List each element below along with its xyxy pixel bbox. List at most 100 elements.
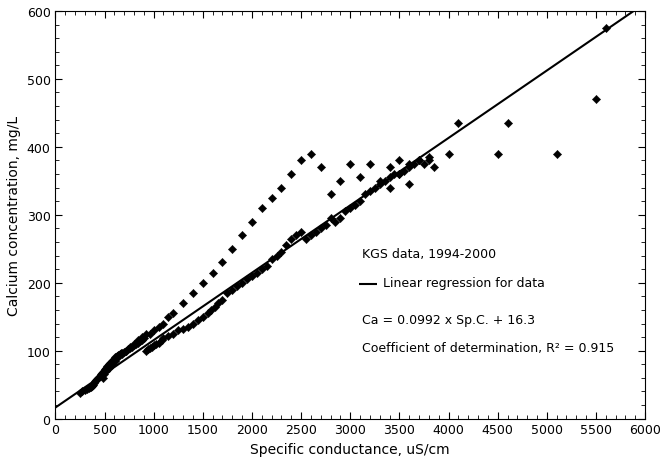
Point: [140, 347, 151, 355]
Point: [394, 171, 405, 178]
Point: [173, 327, 184, 334]
Point: [100, 365, 111, 373]
Point: [129, 340, 140, 348]
Point: [502, 120, 513, 127]
Point: [148, 327, 159, 334]
Point: [132, 339, 143, 346]
Point: [81, 385, 92, 393]
Point: [103, 362, 114, 369]
Point: [321, 222, 331, 229]
Point: [246, 219, 257, 226]
Point: [212, 300, 223, 307]
Point: [305, 232, 316, 239]
Point: [136, 337, 147, 344]
Point: [132, 337, 143, 344]
Point: [209, 303, 220, 311]
Point: [205, 307, 216, 314]
Point: [86, 383, 96, 391]
Point: [125, 344, 136, 352]
Point: [98, 371, 109, 378]
Point: [110, 357, 121, 365]
Point: [325, 191, 336, 199]
Point: [301, 235, 311, 243]
Point: [84, 384, 95, 391]
Point: [236, 232, 247, 239]
Point: [140, 330, 151, 338]
Point: [601, 25, 611, 32]
Point: [198, 280, 208, 287]
Point: [99, 366, 110, 374]
Point: [79, 387, 90, 394]
Point: [84, 384, 94, 392]
Point: [257, 205, 267, 212]
Point: [217, 296, 228, 304]
Point: [591, 96, 601, 104]
Point: [252, 269, 263, 277]
Point: [330, 219, 341, 226]
Text: Coefficient of determination, R² = 0.915: Coefficient of determination, R² = 0.915: [362, 341, 615, 354]
Point: [158, 335, 169, 343]
Point: [90, 378, 100, 385]
Point: [116, 350, 126, 357]
Point: [257, 266, 267, 273]
Point: [98, 375, 108, 382]
Point: [96, 371, 106, 378]
Point: [153, 324, 164, 331]
Point: [90, 376, 101, 384]
Point: [112, 353, 123, 360]
Point: [113, 354, 124, 362]
Point: [88, 381, 98, 388]
Point: [178, 300, 188, 307]
Point: [345, 161, 355, 168]
Point: [315, 164, 326, 172]
Point: [107, 357, 118, 365]
Point: [107, 361, 118, 368]
Point: [123, 346, 134, 353]
Point: [178, 325, 188, 333]
Point: [92, 375, 102, 383]
Point: [296, 229, 307, 236]
Point: [384, 164, 395, 172]
Point: [227, 286, 238, 294]
Point: [404, 164, 415, 172]
Point: [110, 354, 121, 362]
Point: [335, 215, 346, 222]
Point: [365, 188, 375, 195]
Point: [148, 342, 159, 349]
Point: [188, 289, 198, 297]
Point: [94, 372, 105, 380]
Point: [355, 198, 365, 206]
Point: [335, 178, 346, 185]
Point: [281, 242, 292, 250]
Point: [129, 342, 140, 349]
Point: [136, 334, 147, 341]
Point: [121, 347, 132, 355]
Point: [86, 382, 97, 390]
Point: [202, 310, 213, 317]
Point: [217, 259, 228, 267]
Point: [404, 181, 415, 188]
Point: [276, 249, 287, 257]
Point: [94, 373, 104, 381]
Point: [365, 161, 375, 168]
Point: [138, 335, 149, 343]
Point: [394, 157, 405, 165]
Point: [374, 178, 385, 185]
Point: [261, 263, 272, 270]
Point: [115, 350, 126, 358]
Point: [77, 388, 88, 395]
Point: [168, 330, 178, 338]
Point: [144, 344, 155, 352]
Point: [291, 232, 301, 239]
Point: [144, 330, 155, 338]
Point: [232, 283, 242, 290]
Point: [114, 351, 125, 359]
Point: [111, 353, 122, 361]
Text: Linear regression for data: Linear regression for data: [383, 276, 544, 289]
Point: [117, 349, 128, 357]
Point: [325, 215, 336, 222]
Point: [98, 368, 109, 375]
Point: [271, 252, 282, 260]
Point: [413, 157, 424, 165]
Point: [108, 356, 119, 363]
